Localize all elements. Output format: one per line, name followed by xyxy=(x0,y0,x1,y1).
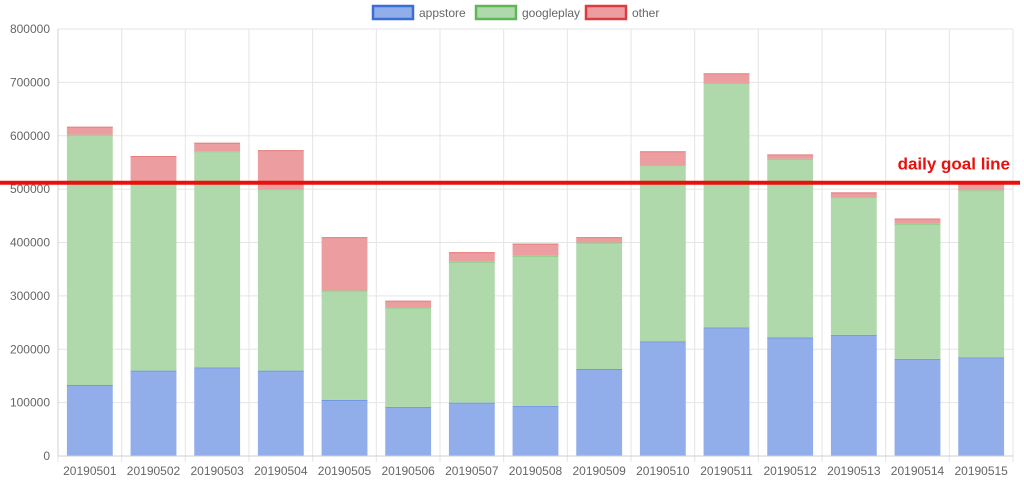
bar-appstore-20190506[interactable] xyxy=(385,406,432,456)
bar-other-20190502[interactable] xyxy=(130,156,177,184)
legend-label: googleplay xyxy=(522,6,580,20)
bar-other-20190508[interactable] xyxy=(512,243,559,256)
bar-googleplay-20190501[interactable] xyxy=(66,134,113,386)
x-tick-label: 20190513 xyxy=(827,464,881,478)
y-tick-label: 700000 xyxy=(10,75,50,89)
bar-other-20190510[interactable] xyxy=(639,151,686,166)
bar-appstore-20190502[interactable] xyxy=(130,370,177,456)
x-tick-label: 20190505 xyxy=(318,464,372,478)
y-tick-label: 400000 xyxy=(10,236,50,250)
x-tick-label: 20190502 xyxy=(127,464,181,478)
bar-appstore-20190503[interactable] xyxy=(194,367,241,456)
bar-other-20190505[interactable] xyxy=(321,237,368,291)
goal-line-group: daily goal line xyxy=(0,155,1020,185)
bar-appstore-20190507[interactable] xyxy=(448,402,495,456)
bar-googleplay-20190514[interactable] xyxy=(894,223,941,359)
bar-appstore-20190509[interactable] xyxy=(576,368,623,456)
bar-other-20190503[interactable] xyxy=(194,142,241,152)
legend[interactable]: appstore googleplay other xyxy=(371,4,659,21)
bar-googleplay-20190506[interactable] xyxy=(385,307,432,407)
x-tick-label: 20190511 xyxy=(700,464,753,478)
legend-label: appstore xyxy=(419,6,466,20)
x-tick-label: 20190503 xyxy=(190,464,244,478)
y-tick-label: 200000 xyxy=(10,342,50,356)
bar-appstore-20190513[interactable] xyxy=(830,334,877,456)
bar-other-20190514[interactable] xyxy=(894,218,941,224)
bar-appstore-20190508[interactable] xyxy=(512,405,559,456)
bar-googleplay-20190515[interactable] xyxy=(958,190,1005,358)
y-tick-label: 0 xyxy=(43,449,50,463)
bars xyxy=(66,73,1005,456)
bar-other-20190506[interactable] xyxy=(385,300,432,308)
bar-googleplay-20190503[interactable] xyxy=(194,151,241,368)
x-tick-label: 20190515 xyxy=(954,464,1008,478)
legend-label: other xyxy=(632,6,659,20)
bar-appstore-20190505[interactable] xyxy=(321,399,368,456)
goal-line-label: daily goal line xyxy=(898,155,1010,174)
bar-googleplay-20190507[interactable] xyxy=(448,261,495,403)
bar-googleplay-20190508[interactable] xyxy=(512,255,559,406)
x-tick-label: 20190501 xyxy=(63,464,117,478)
axes: 0 100000 200000 300000 400000 500000 600000 700… xyxy=(10,22,1013,478)
bar-googleplay-20190505[interactable] xyxy=(321,290,368,400)
y-tick-label: 100000 xyxy=(10,396,50,410)
bar-other-20190515[interactable] xyxy=(958,182,1005,191)
bar-appstore-20190515[interactable] xyxy=(958,357,1005,456)
bar-googleplay-20190510[interactable] xyxy=(639,165,686,342)
bar-appstore-20190510[interactable] xyxy=(639,341,686,456)
legend-item-googleplay[interactable]: googleplay xyxy=(474,4,580,21)
bar-other-20190511[interactable] xyxy=(703,73,750,83)
x-tick-label: 20190514 xyxy=(891,464,945,478)
y-tick-label: 800000 xyxy=(10,22,50,36)
bar-googleplay-20190511[interactable] xyxy=(703,82,750,328)
legend-swatch xyxy=(474,4,518,21)
bar-other-20190507[interactable] xyxy=(448,252,495,262)
x-tick-label: 20190510 xyxy=(636,464,690,478)
y-tick-label: 600000 xyxy=(10,129,50,143)
bar-appstore-20190514[interactable] xyxy=(894,358,941,456)
bar-other-20190509[interactable] xyxy=(576,237,623,243)
y-tick-label: 500000 xyxy=(10,182,50,196)
bar-other-20190501[interactable] xyxy=(66,126,113,135)
bar-appstore-20190504[interactable] xyxy=(257,370,304,456)
bar-other-20190513[interactable] xyxy=(830,192,877,198)
x-tick-label: 20190506 xyxy=(381,464,435,478)
bar-googleplay-20190509[interactable] xyxy=(576,242,623,369)
x-tick-label: 20190507 xyxy=(445,464,499,478)
x-tick-label: 20190509 xyxy=(572,464,626,478)
bar-appstore-20190512[interactable] xyxy=(767,337,814,456)
x-tick-label: 20190512 xyxy=(763,464,817,478)
bar-googleplay-20190502[interactable] xyxy=(130,183,177,371)
bar-googleplay-20190504[interactable] xyxy=(257,189,304,371)
x-tick-label: 20190508 xyxy=(509,464,563,478)
y-tick-label: 300000 xyxy=(10,289,50,303)
legend-item-other[interactable]: other xyxy=(584,4,659,21)
legend-item-appstore[interactable]: appstore xyxy=(371,4,466,21)
bar-googleplay-20190512[interactable] xyxy=(767,158,814,338)
bar-googleplay-20190513[interactable] xyxy=(830,197,877,335)
bar-other-20190512[interactable] xyxy=(767,154,814,159)
bar-appstore-20190501[interactable] xyxy=(66,385,113,456)
legend-swatch xyxy=(584,4,628,21)
legend-swatch xyxy=(371,4,415,21)
bar-appstore-20190511[interactable] xyxy=(703,327,750,456)
x-tick-label: 20190504 xyxy=(254,464,308,478)
